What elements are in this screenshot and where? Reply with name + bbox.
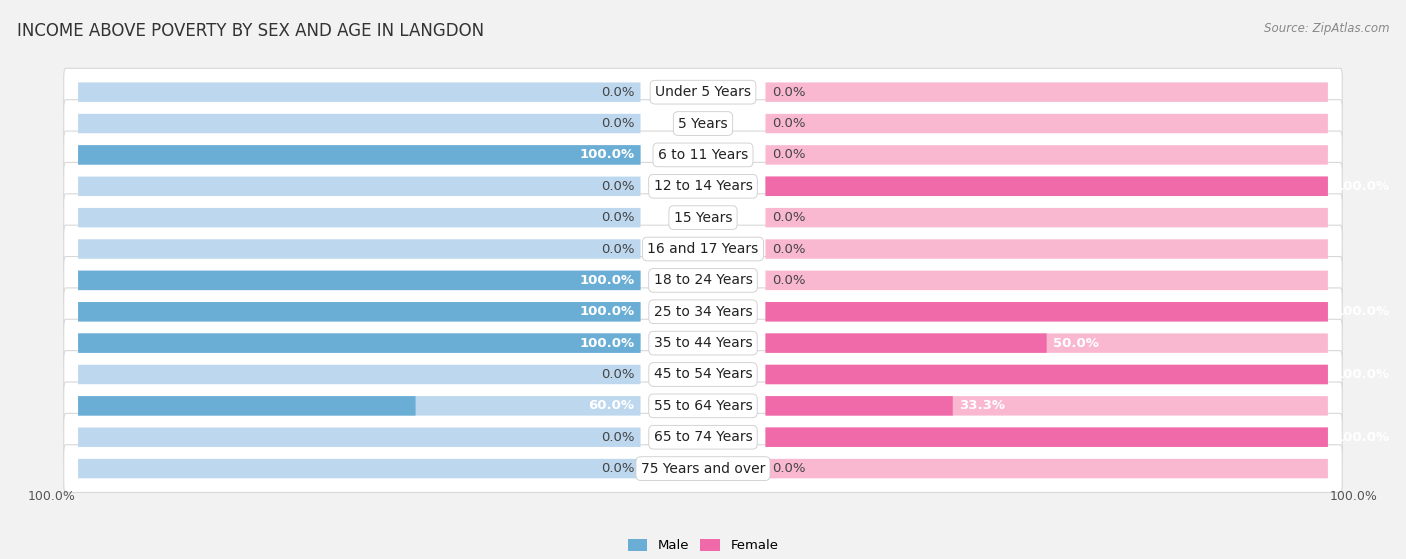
FancyBboxPatch shape	[79, 208, 641, 228]
FancyBboxPatch shape	[765, 396, 953, 415]
Text: 0.0%: 0.0%	[600, 462, 634, 475]
FancyBboxPatch shape	[63, 319, 1343, 367]
FancyBboxPatch shape	[79, 365, 641, 384]
Text: 0.0%: 0.0%	[772, 148, 806, 162]
FancyBboxPatch shape	[63, 350, 1343, 399]
Text: 33.3%: 33.3%	[959, 399, 1005, 413]
FancyBboxPatch shape	[63, 445, 1343, 492]
FancyBboxPatch shape	[79, 459, 641, 479]
Text: 0.0%: 0.0%	[600, 117, 634, 130]
FancyBboxPatch shape	[765, 333, 1046, 353]
FancyBboxPatch shape	[765, 459, 1327, 479]
Text: 0.0%: 0.0%	[772, 86, 806, 99]
FancyBboxPatch shape	[63, 163, 1343, 210]
Text: 0.0%: 0.0%	[772, 243, 806, 255]
Text: 100.0%: 100.0%	[1334, 180, 1389, 193]
Text: 100.0%: 100.0%	[579, 305, 634, 318]
FancyBboxPatch shape	[79, 114, 641, 133]
FancyBboxPatch shape	[63, 288, 1343, 335]
FancyBboxPatch shape	[79, 302, 641, 321]
Text: 5 Years: 5 Years	[678, 116, 728, 131]
FancyBboxPatch shape	[765, 302, 1327, 321]
Text: 0.0%: 0.0%	[600, 431, 634, 444]
Text: 35 to 44 Years: 35 to 44 Years	[654, 336, 752, 350]
Text: 100.0%: 100.0%	[579, 148, 634, 162]
FancyBboxPatch shape	[63, 414, 1343, 461]
Text: 65 to 74 Years: 65 to 74 Years	[654, 430, 752, 444]
Text: 0.0%: 0.0%	[600, 180, 634, 193]
FancyBboxPatch shape	[79, 396, 641, 415]
FancyBboxPatch shape	[765, 428, 1327, 447]
Text: 55 to 64 Years: 55 to 64 Years	[654, 399, 752, 413]
Text: 100.0%: 100.0%	[1330, 490, 1378, 503]
FancyBboxPatch shape	[765, 396, 1327, 415]
Text: 100.0%: 100.0%	[28, 490, 76, 503]
Text: 100.0%: 100.0%	[1334, 431, 1389, 444]
FancyBboxPatch shape	[63, 68, 1343, 116]
Text: 100.0%: 100.0%	[1334, 305, 1389, 318]
Text: 100.0%: 100.0%	[579, 337, 634, 349]
FancyBboxPatch shape	[765, 302, 1327, 321]
Text: 0.0%: 0.0%	[600, 211, 634, 224]
Legend: Male, Female: Male, Female	[623, 534, 783, 557]
Text: 75 Years and over: 75 Years and over	[641, 462, 765, 476]
FancyBboxPatch shape	[63, 100, 1343, 148]
Text: 0.0%: 0.0%	[600, 368, 634, 381]
FancyBboxPatch shape	[765, 82, 1327, 102]
FancyBboxPatch shape	[63, 382, 1343, 430]
FancyBboxPatch shape	[765, 365, 1327, 384]
FancyBboxPatch shape	[79, 333, 641, 353]
FancyBboxPatch shape	[765, 177, 1327, 196]
FancyBboxPatch shape	[79, 177, 641, 196]
Text: 45 to 54 Years: 45 to 54 Years	[654, 367, 752, 381]
FancyBboxPatch shape	[79, 428, 641, 447]
Text: 0.0%: 0.0%	[772, 117, 806, 130]
Text: 15 Years: 15 Years	[673, 211, 733, 225]
Text: 60.0%: 60.0%	[588, 399, 634, 413]
Text: 0.0%: 0.0%	[772, 274, 806, 287]
FancyBboxPatch shape	[765, 145, 1327, 165]
FancyBboxPatch shape	[765, 208, 1327, 228]
Text: Source: ZipAtlas.com: Source: ZipAtlas.com	[1264, 22, 1389, 35]
Text: 0.0%: 0.0%	[772, 211, 806, 224]
FancyBboxPatch shape	[765, 428, 1327, 447]
Text: 12 to 14 Years: 12 to 14 Years	[654, 179, 752, 193]
FancyBboxPatch shape	[765, 177, 1327, 196]
FancyBboxPatch shape	[63, 194, 1343, 241]
FancyBboxPatch shape	[79, 145, 641, 165]
FancyBboxPatch shape	[79, 239, 641, 259]
FancyBboxPatch shape	[63, 225, 1343, 273]
Text: 16 and 17 Years: 16 and 17 Years	[647, 242, 759, 256]
Text: 100.0%: 100.0%	[579, 274, 634, 287]
Text: 6 to 11 Years: 6 to 11 Years	[658, 148, 748, 162]
FancyBboxPatch shape	[79, 271, 641, 290]
Text: 100.0%: 100.0%	[1334, 368, 1389, 381]
FancyBboxPatch shape	[79, 145, 641, 165]
Text: 0.0%: 0.0%	[600, 86, 634, 99]
FancyBboxPatch shape	[79, 271, 641, 290]
FancyBboxPatch shape	[79, 396, 416, 415]
FancyBboxPatch shape	[765, 365, 1327, 384]
Text: 0.0%: 0.0%	[772, 462, 806, 475]
FancyBboxPatch shape	[79, 82, 641, 102]
Text: INCOME ABOVE POVERTY BY SEX AND AGE IN LANGDON: INCOME ABOVE POVERTY BY SEX AND AGE IN L…	[17, 22, 484, 40]
Text: Under 5 Years: Under 5 Years	[655, 85, 751, 99]
Text: 0.0%: 0.0%	[600, 243, 634, 255]
FancyBboxPatch shape	[63, 131, 1343, 179]
FancyBboxPatch shape	[79, 333, 641, 353]
FancyBboxPatch shape	[765, 114, 1327, 133]
FancyBboxPatch shape	[765, 333, 1327, 353]
FancyBboxPatch shape	[79, 302, 641, 321]
Text: 50.0%: 50.0%	[1053, 337, 1099, 349]
FancyBboxPatch shape	[63, 257, 1343, 304]
FancyBboxPatch shape	[765, 239, 1327, 259]
Text: 25 to 34 Years: 25 to 34 Years	[654, 305, 752, 319]
Text: 18 to 24 Years: 18 to 24 Years	[654, 273, 752, 287]
FancyBboxPatch shape	[765, 271, 1327, 290]
